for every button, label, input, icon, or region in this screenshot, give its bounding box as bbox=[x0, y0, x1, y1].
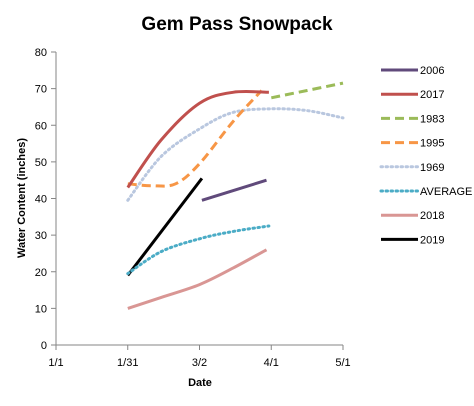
series-line-1995 bbox=[127, 89, 263, 188]
y-tick-label-50: 50 bbox=[35, 157, 47, 169]
series-line-average bbox=[126, 224, 271, 276]
legend-label-average: AVERAGE bbox=[420, 186, 472, 198]
series-line-1983 bbox=[271, 81, 344, 100]
legend-label-2018: 2018 bbox=[420, 210, 444, 222]
series-line-2017 bbox=[126, 90, 269, 189]
x-tick-label-1-31: 1/31 bbox=[117, 357, 138, 369]
x-tick-label-4-1: 4/1 bbox=[264, 357, 279, 369]
x-tick-label-5-1: 5/1 bbox=[335, 357, 350, 369]
y-axis-title: Water Content (inches) bbox=[16, 138, 28, 258]
legend-label-1995: 1995 bbox=[420, 138, 444, 150]
legend-label-1983: 1983 bbox=[420, 113, 444, 125]
y-tick-label-60: 60 bbox=[35, 120, 47, 132]
y-tick-label-30: 30 bbox=[35, 230, 47, 242]
y-tick-label-0: 0 bbox=[41, 340, 47, 352]
y-tick-label-10: 10 bbox=[35, 303, 47, 315]
series-line-2018 bbox=[127, 248, 268, 310]
axes: 0 10 20 30 40 50 60 70 80 1/1 1/31 3/2 4/1 5/1 bbox=[35, 47, 351, 369]
series-line-1969 bbox=[126, 107, 345, 202]
plot-area bbox=[126, 81, 345, 310]
y-tick-label-80: 80 bbox=[35, 47, 47, 59]
chart-title: Gem Pass Snowpack bbox=[141, 14, 333, 35]
y-tick-label-70: 70 bbox=[35, 84, 47, 96]
legend-label-2019: 2019 bbox=[420, 234, 444, 246]
legend-label-1969: 1969 bbox=[420, 162, 444, 174]
y-tick-label-20: 20 bbox=[35, 267, 47, 279]
legend-label-2017: 2017 bbox=[420, 89, 444, 101]
y-tick-label-40: 40 bbox=[35, 194, 47, 206]
legend: 2006 2017 1983 1995 1969 AVERAGE 2018 2019 bbox=[379, 65, 472, 246]
x-tick-label-1-1: 1/1 bbox=[48, 357, 63, 369]
series-line-2019 bbox=[126, 177, 204, 277]
x-axis-title: Date bbox=[188, 377, 212, 389]
series-line-2006 bbox=[201, 178, 267, 202]
legend-label-2006: 2006 bbox=[420, 65, 444, 77]
x-tick-label-3-2: 3/2 bbox=[192, 357, 207, 369]
